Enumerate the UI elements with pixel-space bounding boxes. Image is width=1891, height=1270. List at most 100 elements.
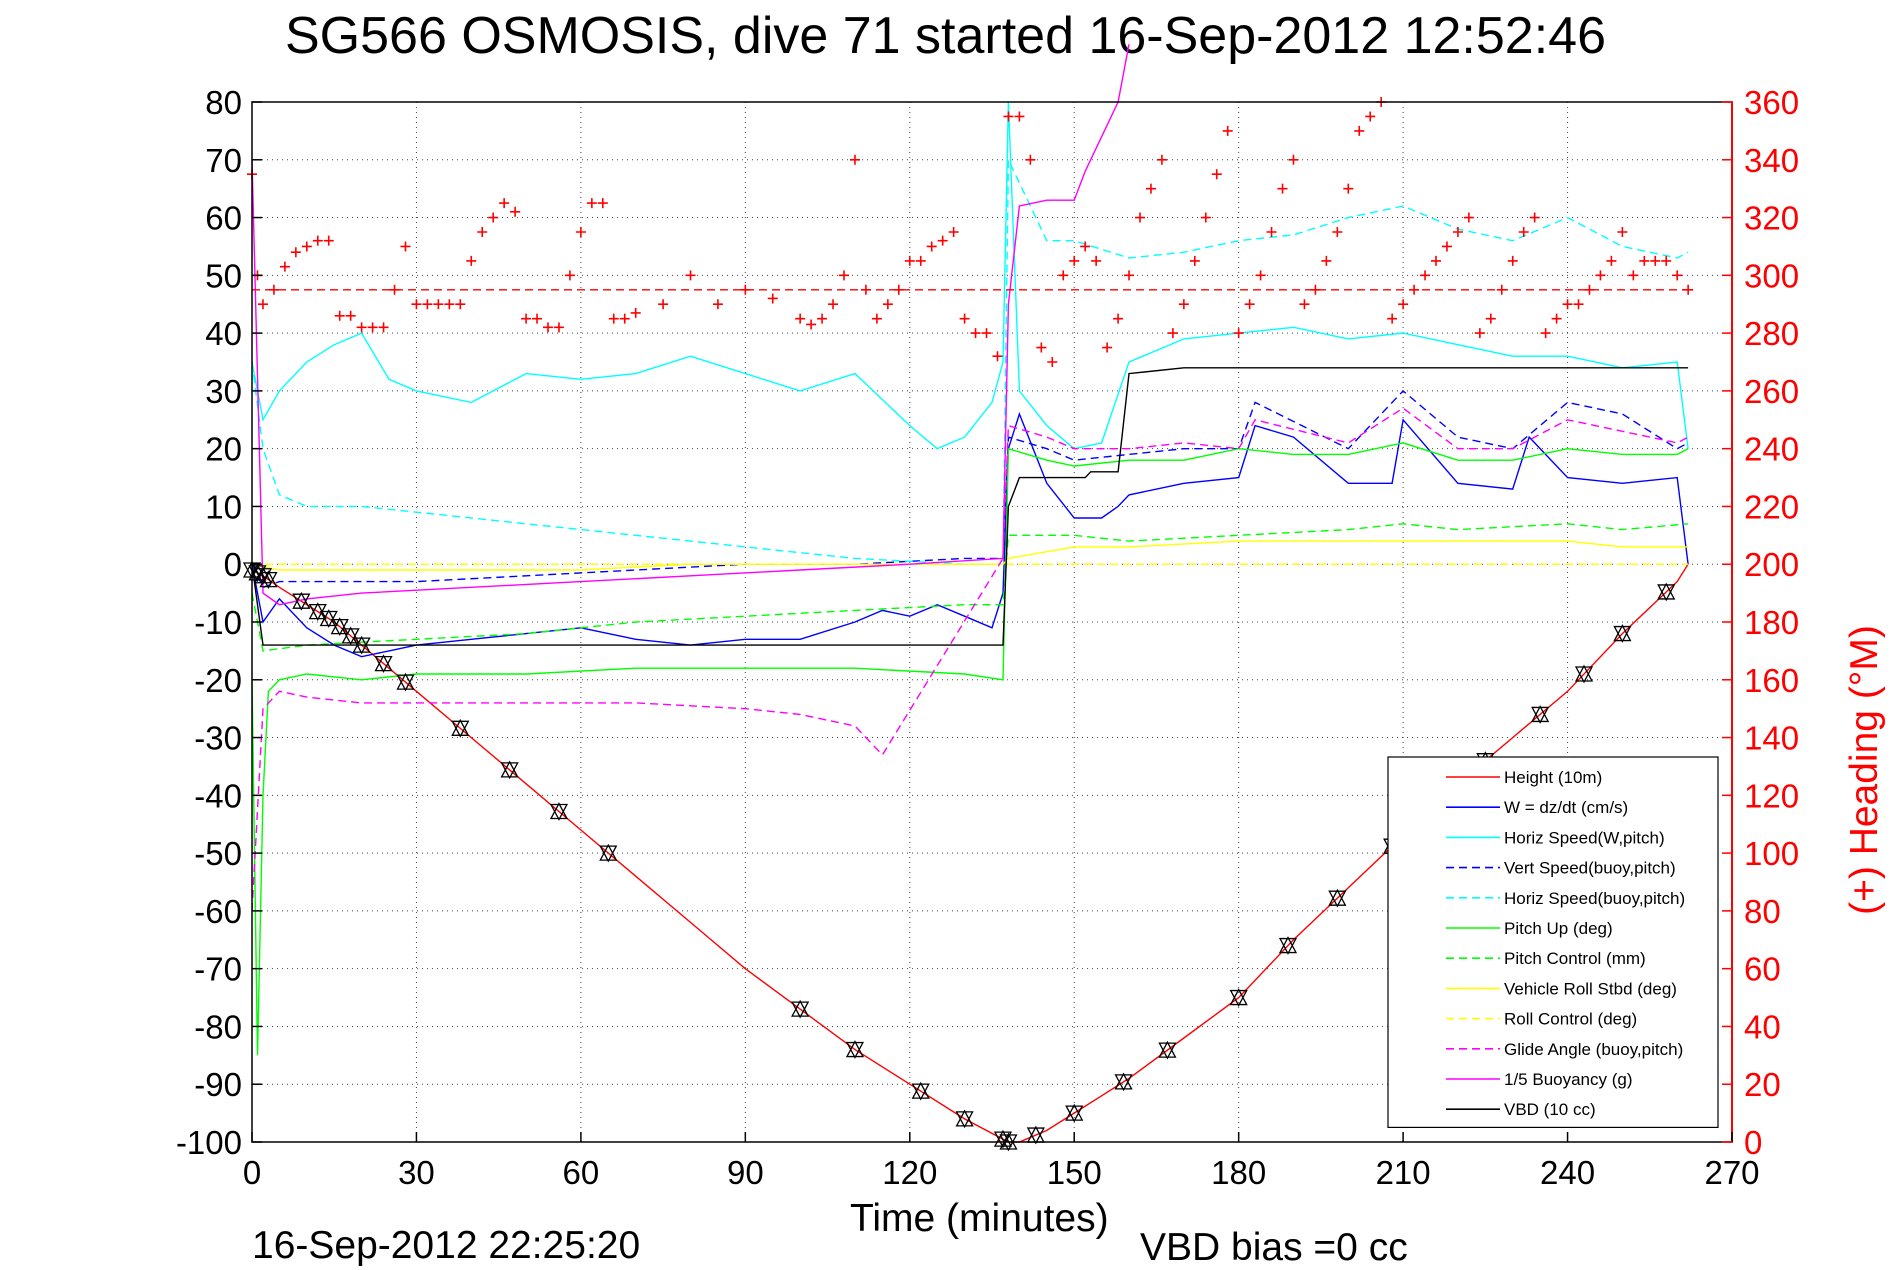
- heading-point: [597, 198, 608, 209]
- y-tick-label: -80: [194, 1008, 242, 1045]
- heading-point: [575, 227, 586, 237]
- heading-point: [1332, 227, 1343, 237]
- heading-point: [915, 255, 926, 266]
- right-y-tick-label: 40: [1744, 1008, 1781, 1045]
- series-layer: [247, 44, 1694, 1143]
- heading-point: [992, 351, 1003, 362]
- heading-point: [926, 241, 937, 252]
- heading-point: [400, 241, 411, 252]
- heading-point: [1387, 313, 1398, 324]
- right-y-tick-label: 160: [1744, 662, 1799, 699]
- x-tick-label: 270: [1704, 1154, 1759, 1191]
- heading-point: [1069, 255, 1080, 266]
- heading-point: [378, 322, 389, 333]
- heading-point: [499, 198, 510, 209]
- heading-point: [795, 313, 806, 324]
- heading-point: [1124, 270, 1135, 281]
- up-triangle-marker: [911, 1081, 930, 1099]
- heading-point: [712, 299, 723, 310]
- up-triangle-marker: [1065, 1103, 1084, 1121]
- heading-point: [1102, 342, 1113, 353]
- y-tick-label: -20: [194, 662, 242, 699]
- right-y-tick-label: 80: [1744, 893, 1781, 930]
- legend-label: Vert Speed(buoy,pitch): [1504, 859, 1676, 878]
- heading-point: [356, 322, 367, 333]
- heading-point: [1628, 270, 1639, 281]
- heading-point: [290, 247, 301, 258]
- right-y-tick-label: 100: [1744, 835, 1799, 872]
- heading-point: [1277, 183, 1288, 194]
- heading-point: [1573, 299, 1584, 310]
- up-triangle-marker: [259, 570, 278, 588]
- legend-box: [1387, 756, 1719, 1128]
- y-tick-label: -60: [194, 893, 242, 930]
- x-tick-label: 180: [1211, 1154, 1266, 1191]
- up-triangle-marker: [352, 635, 371, 653]
- up-triangle-marker: [1229, 988, 1248, 1006]
- heading-point: [1606, 255, 1617, 266]
- up-triangle-marker: [1158, 1040, 1177, 1058]
- x-tick-label: 150: [1047, 1154, 1102, 1191]
- heading-point: [658, 299, 669, 310]
- legend-label: Pitch Control (mm): [1504, 949, 1646, 968]
- y-tick-label: 40: [205, 315, 242, 352]
- series-line-11: [251, 367, 1689, 646]
- heading-point: [1551, 313, 1562, 324]
- up-triangle-marker: [330, 617, 349, 635]
- up-triangle-marker: [993, 1129, 1013, 1147]
- heading-point: [1343, 183, 1354, 194]
- y-tick-label: -10: [194, 604, 242, 641]
- heading-point: [367, 322, 378, 333]
- up-triangle-marker: [1278, 936, 1298, 954]
- heading-point: [959, 313, 970, 324]
- heading-point: [532, 313, 543, 324]
- heading-point: [619, 313, 630, 324]
- heading-point: [312, 235, 323, 246]
- heading-point: [1398, 299, 1409, 310]
- heading-point: [586, 198, 597, 209]
- heading-point: [1650, 255, 1661, 266]
- right-y-tick-label: 20: [1744, 1066, 1781, 1103]
- heading-point: [882, 299, 893, 310]
- heading-point: [948, 227, 959, 237]
- heading-point: [521, 313, 532, 324]
- heading-point: [345, 310, 356, 321]
- heading-point: [257, 299, 268, 310]
- heading-point: [1452, 227, 1463, 237]
- heading-point: [970, 328, 981, 339]
- y-tick-label: 10: [205, 488, 242, 525]
- heading-point: [937, 235, 948, 246]
- up-triangle-marker: [599, 843, 618, 861]
- heading-point: [1420, 270, 1431, 281]
- legend-label: Roll Control (deg): [1504, 1010, 1637, 1029]
- heading-point: [1222, 125, 1233, 136]
- up-triangle-marker: [341, 626, 360, 644]
- y-tick-label: 0: [224, 546, 242, 583]
- heading-point: [564, 270, 575, 281]
- heading-point: [1003, 111, 1014, 122]
- legend-label: Pitch Up (deg): [1504, 919, 1613, 938]
- heading-point: [1244, 299, 1255, 310]
- heading-point: [871, 313, 882, 324]
- heading-point: [1167, 328, 1178, 339]
- heading-point: [1299, 299, 1310, 310]
- series-line-10: [251, 44, 1130, 606]
- right-y-tick-label: 60: [1744, 951, 1781, 988]
- series-line-3: [251, 389, 1689, 589]
- right-y-tick-label: 320: [1744, 200, 1799, 237]
- heading-point: [1354, 125, 1365, 136]
- heading-point: [433, 299, 444, 310]
- heading-point: [455, 299, 466, 310]
- legend-label: Vehicle Roll Stbd (deg): [1504, 979, 1677, 998]
- heading-point: [1135, 212, 1145, 223]
- heading-point: [839, 270, 849, 281]
- y-tick-label: 60: [205, 200, 242, 237]
- heading-point: [1639, 255, 1650, 266]
- heading-point: [553, 322, 564, 333]
- up-triangle-marker: [451, 718, 470, 736]
- series-line-5: [251, 442, 1689, 1056]
- heading-point: [1540, 328, 1551, 339]
- heading-point: [1441, 241, 1452, 252]
- series-line-9: [251, 407, 1689, 911]
